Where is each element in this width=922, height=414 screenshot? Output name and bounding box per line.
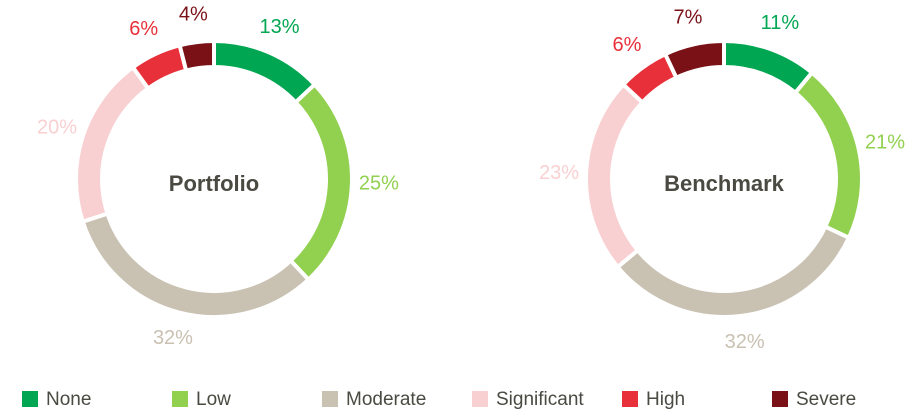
value-label: 4% [179, 4, 208, 26]
donut-segment [584, 81, 646, 270]
legend-label: Moderate [346, 389, 426, 410]
donut-segment [722, 38, 815, 96]
value-label: 20% [37, 116, 77, 138]
legend-label: Severe [796, 389, 856, 410]
legend-swatch [22, 391, 38, 407]
legend-swatch [622, 391, 638, 407]
value-label: 11% [761, 12, 800, 34]
donut-segment [662, 38, 726, 81]
value-label: 23% [539, 162, 579, 184]
legend-label: High [646, 389, 685, 410]
value-label: 32% [153, 327, 193, 349]
chart-title: Portfolio [169, 171, 259, 196]
legend-swatch [472, 391, 488, 407]
value-label: 13% [260, 16, 300, 38]
value-label: 21% [865, 131, 905, 153]
donut-segment [80, 211, 312, 319]
donut-segment [614, 224, 852, 319]
donut-segment [792, 69, 864, 241]
donut-segment [287, 81, 354, 283]
legend-swatch [772, 391, 788, 407]
legend-label: Low [196, 389, 231, 410]
legend-label: Significant [496, 389, 584, 410]
donut-segment [177, 38, 216, 73]
donut-segment [74, 64, 151, 225]
legend-swatch [322, 391, 338, 407]
legend-label: None [46, 389, 91, 410]
chart-title: Benchmark [664, 171, 785, 196]
donut-segment [212, 38, 318, 106]
value-label: 32% [725, 331, 765, 353]
value-label: 6% [613, 34, 642, 56]
value-label: 6% [129, 18, 158, 40]
legend-swatch [172, 391, 188, 407]
value-label: 25% [359, 172, 399, 194]
value-label: 7% [674, 6, 703, 28]
